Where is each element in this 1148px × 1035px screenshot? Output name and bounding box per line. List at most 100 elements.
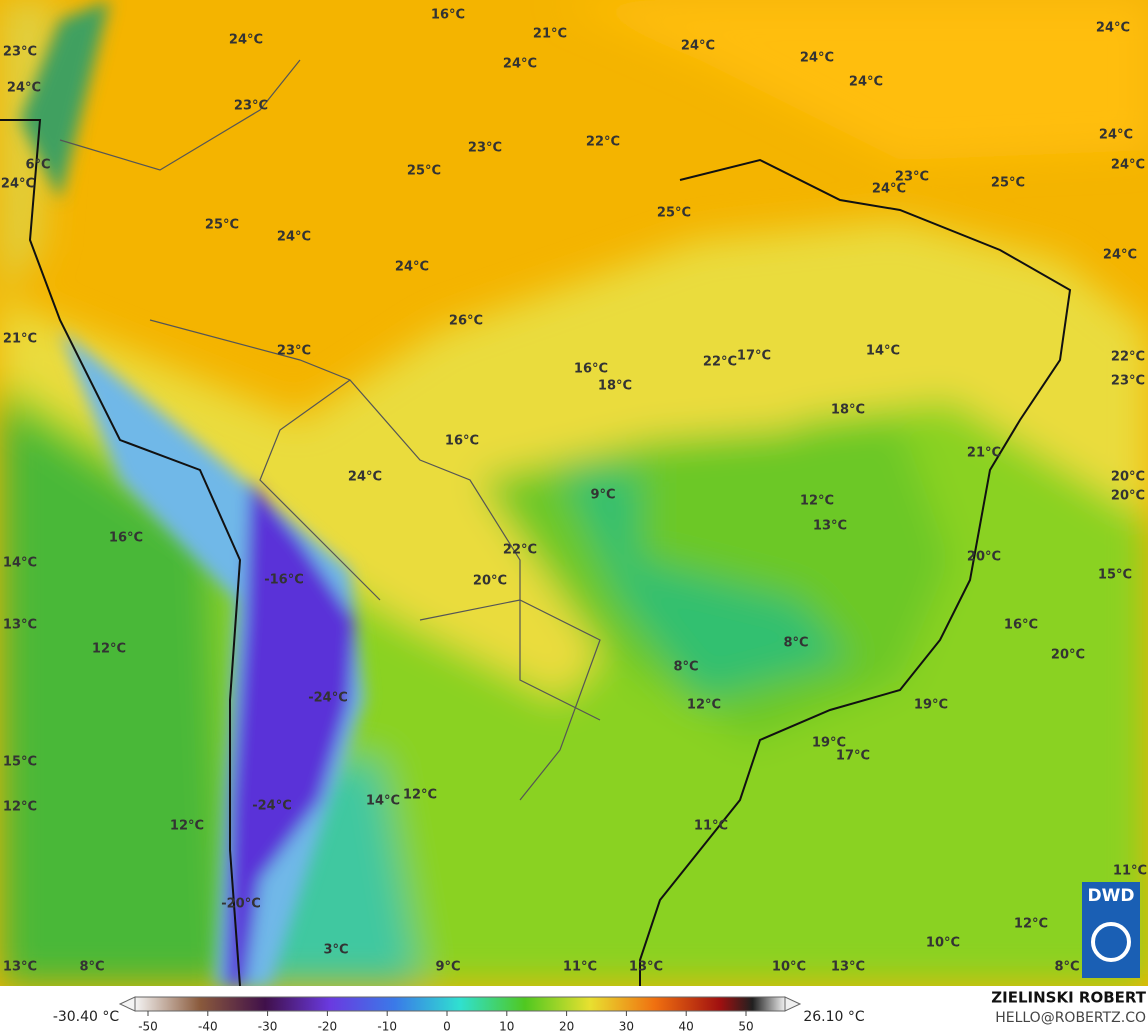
colorbar-max: 26.10 °C [803, 1009, 865, 1025]
temperature-label: 24°C [7, 81, 41, 96]
temperature-label: 22°C [1111, 350, 1145, 365]
temperature-label: 24°C [1099, 128, 1133, 143]
temperature-label: 20°C [967, 550, 1001, 565]
temperature-label: 16°C [445, 434, 479, 449]
temperature-label: 12°C [3, 800, 37, 815]
colorbar-tick-label: 20 [559, 1020, 574, 1034]
colorbar-tick-label: -40 [198, 1020, 218, 1034]
temperature-label: 21°C [3, 332, 37, 347]
temperature-label: 17°C [836, 749, 870, 764]
colorbar-tick-label: 30 [619, 1020, 634, 1034]
temperature-label: 23°C [468, 141, 502, 156]
temperature-label: 6°C [25, 158, 50, 173]
temperature-label: 23°C [3, 45, 37, 60]
temperature-label: 24°C [1103, 248, 1137, 263]
temperature-label: 11°C [563, 960, 597, 975]
temperature-label: 18°C [598, 379, 632, 394]
temperature-label: 25°C [991, 176, 1025, 191]
temperature-label: 24°C [1111, 158, 1145, 173]
temperature-label: 11°C [1113, 864, 1147, 879]
temperature-label: 25°C [407, 164, 441, 179]
colorbar-tick-label: 40 [679, 1020, 694, 1034]
colorbar-tick-label: 0 [443, 1020, 451, 1034]
colorbar [134, 996, 786, 1012]
temperature-label: 12°C [687, 698, 721, 713]
colorbar-min: -30.40 °C [53, 1009, 120, 1025]
temperature-label: 24°C [1, 177, 35, 192]
temperature-label: 24°C [503, 57, 537, 72]
temperature-label: 13°C [3, 960, 37, 975]
temperature-label: 16°C [1004, 618, 1038, 633]
temperature-label: 16°C [431, 8, 465, 23]
temperature-label: 14°C [366, 794, 400, 809]
temperature-label: 13°C [3, 618, 37, 633]
colorbar-tick-label: -50 [138, 1020, 158, 1034]
temperature-label: 22°C [586, 135, 620, 150]
temperature-label: 14°C [3, 556, 37, 571]
temperature-label: 16°C [574, 362, 608, 377]
temperature-label: 10°C [926, 936, 960, 951]
temperature-label: 24°C [800, 51, 834, 66]
temperature-label: 22°C [703, 355, 737, 370]
temperature-label: 15°C [1098, 568, 1132, 583]
temperature-label: 8°C [79, 960, 104, 975]
temperature-label: 25°C [205, 218, 239, 233]
colorbar-tick-label: -20 [318, 1020, 338, 1034]
temperature-field [0, 0, 1148, 986]
temperature-label: 13°C [813, 519, 847, 534]
borders [59, 59, 601, 801]
temperature-label: 9°C [435, 960, 460, 975]
temperature-label: 26°C [449, 314, 483, 329]
temperature-label: 17°C [737, 349, 771, 364]
temperature-label: 15°C [3, 755, 37, 770]
temperature-label: 18°C [831, 403, 865, 418]
colorbar-tick-label: 50 [738, 1020, 753, 1034]
temperature-label: 14°C [866, 344, 900, 359]
temperature-label: 23°C [895, 170, 929, 185]
temperature-label: 8°C [673, 660, 698, 675]
temperature-label: 20°C [1051, 648, 1085, 663]
temperature-label: 24°C [849, 75, 883, 90]
temperature-label: 12°C [800, 494, 834, 509]
temperature-label: 3°C [323, 943, 348, 958]
temperature-label: 23°C [234, 99, 268, 114]
temperature-label: 24°C [229, 33, 263, 48]
temperature-label: 9°C [590, 488, 615, 503]
temperature-label: 13°C [629, 960, 663, 975]
colorbar-tick-label: -30 [258, 1020, 278, 1034]
email: HELLO@ROBERTZ.CO [995, 1010, 1146, 1026]
temperature-label: 12°C [403, 788, 437, 803]
temperature-label: 20°C [1111, 470, 1145, 485]
temperature-label: 16°C [109, 531, 143, 546]
temperature-label: 24°C [348, 470, 382, 485]
temperature-label: -24°C [252, 799, 292, 814]
colorbar-tick-label: -10 [377, 1020, 397, 1034]
temperature-label: 20°C [1111, 489, 1145, 504]
author: ZIELINSKI ROBERT [991, 989, 1146, 1007]
temperature-label: 8°C [1054, 960, 1079, 975]
coastline [0, 119, 1072, 987]
temperature-label: 21°C [533, 27, 567, 42]
colorbar-tick-label: 10 [499, 1020, 514, 1034]
temperature-label: 8°C [783, 636, 808, 651]
temperature-label: 12°C [1014, 917, 1048, 932]
temperature-label: 24°C [1096, 21, 1130, 36]
temperature-label: 12°C [92, 642, 126, 657]
temperature-label: 11°C [694, 819, 728, 834]
temperature-label: -20°C [221, 897, 261, 912]
temperature-label: 21°C [967, 446, 1001, 461]
logo-text: DWD [1088, 886, 1135, 906]
temperature-label: 24°C [277, 230, 311, 245]
temperature-label: 24°C [872, 182, 906, 197]
temperature-label: -16°C [264, 573, 304, 588]
temperature-label: 10°C [772, 960, 806, 975]
temperature-label: -24°C [308, 691, 348, 706]
temperature-label: 13°C [831, 960, 865, 975]
temperature-label: 19°C [914, 698, 948, 713]
temperature-label: 19°C [812, 736, 846, 751]
temperature-label: 24°C [395, 260, 429, 275]
temperature-label: 22°C [503, 543, 537, 558]
temperature-label: 20°C [473, 574, 507, 589]
